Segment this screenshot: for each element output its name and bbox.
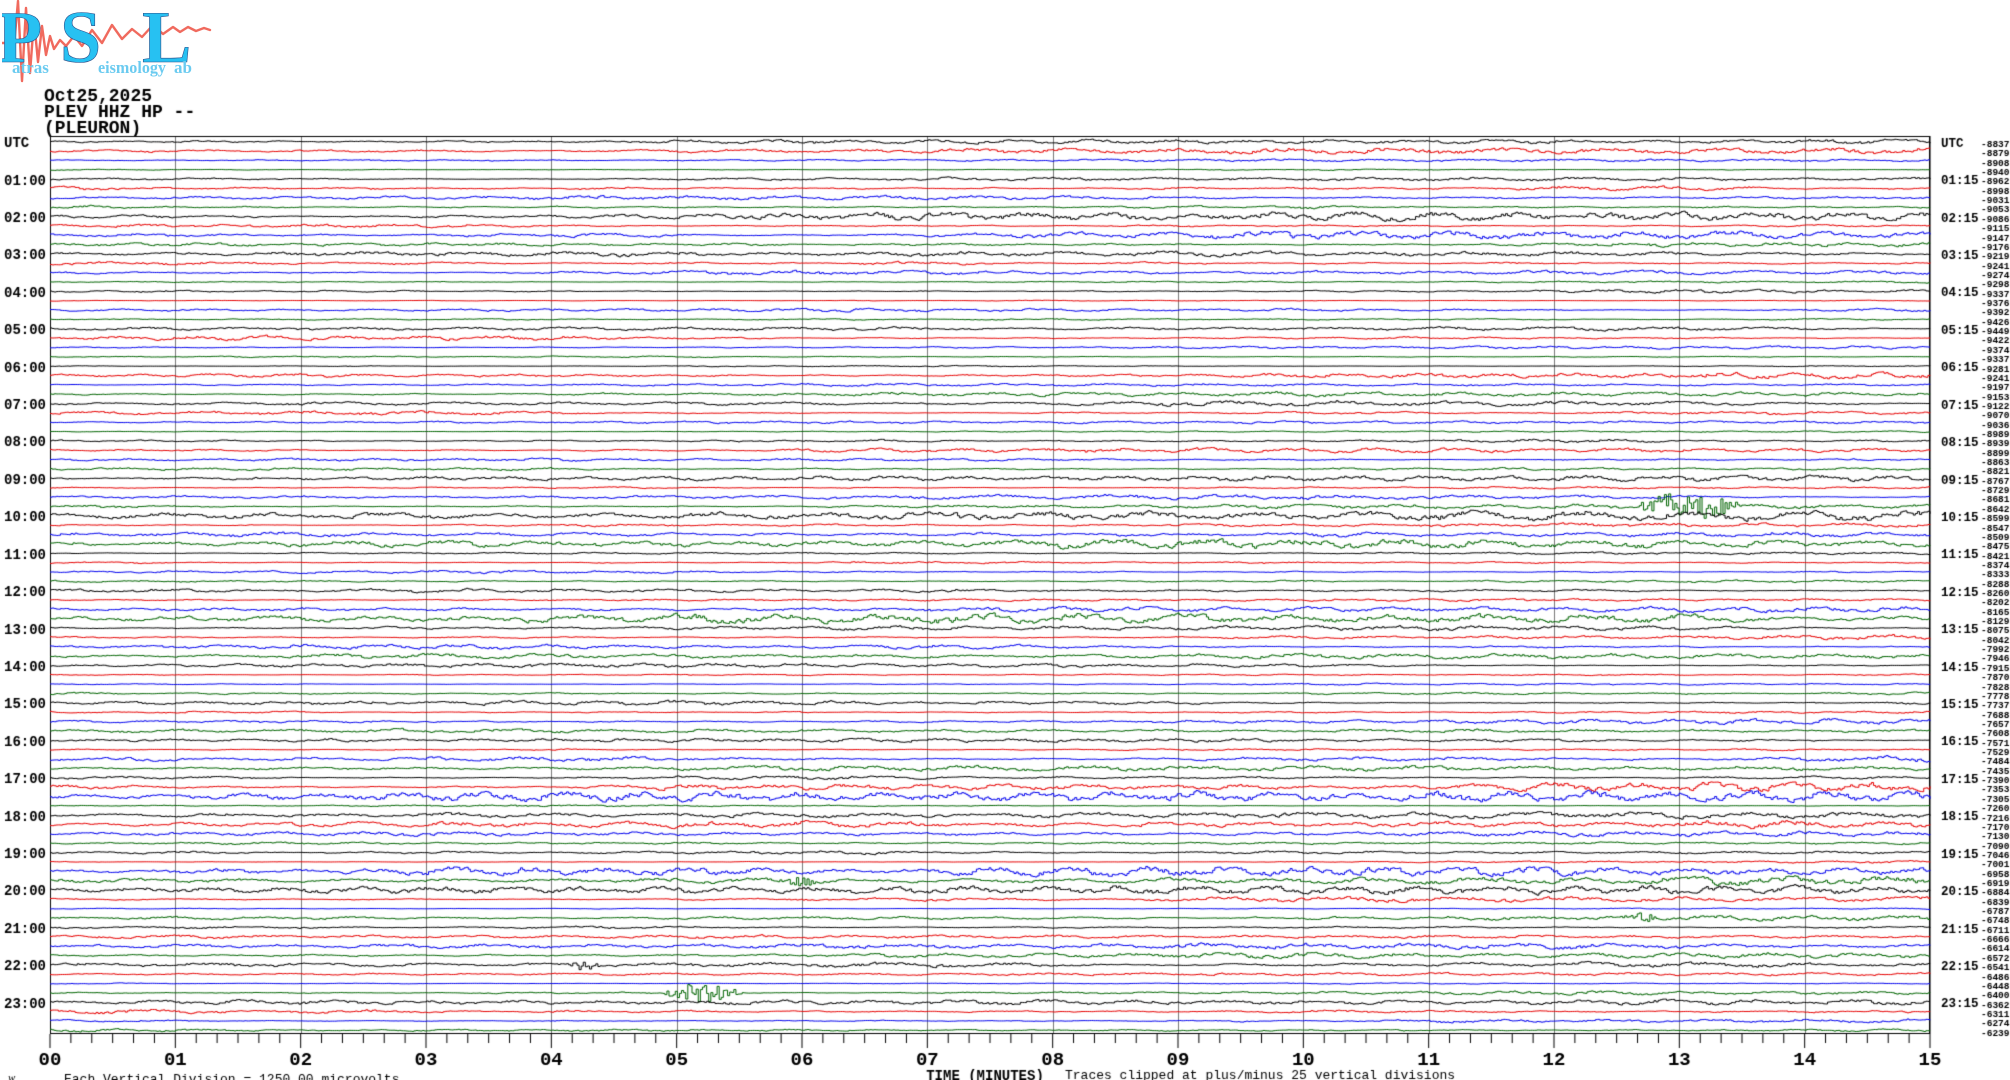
svg-text:atras: atras: [12, 58, 49, 77]
svg-text:S: S: [60, 0, 101, 79]
svg-text:eismology: eismology: [98, 58, 166, 77]
svg-text:ab: ab: [174, 58, 192, 77]
